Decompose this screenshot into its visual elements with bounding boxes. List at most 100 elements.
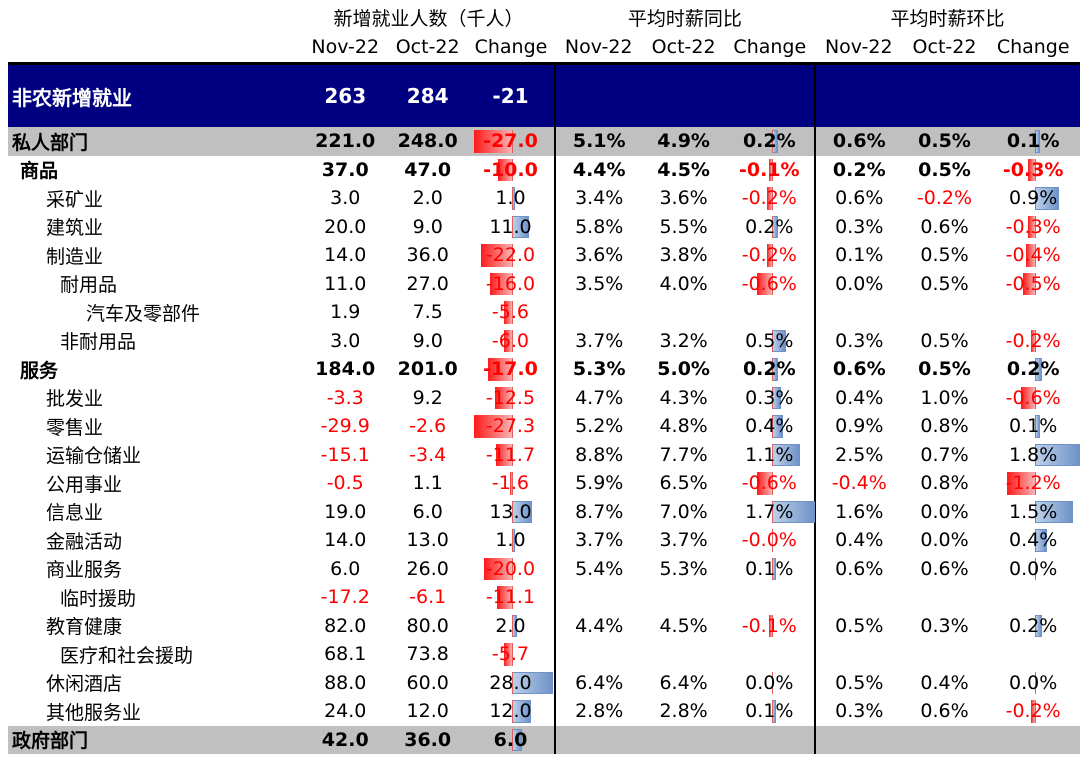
change-value: 0.0% [745,671,794,694]
value-cell: 6.0 [412,500,443,523]
change-value: -1.6 [491,472,529,495]
value-cell: 2.8% [553,697,643,726]
change-value: -0.5% [1005,272,1061,295]
bar-baseline [512,386,514,409]
value-cell: 6.0 [330,557,361,580]
bar-baseline [1035,215,1037,238]
value-cell [902,725,987,754]
value-cell: 0.5% [902,127,987,156]
change-cell: -20.0 [467,555,555,584]
change-cell: -1.6 [467,469,555,498]
change-cell: 1.1% [725,441,815,470]
change-cell: -0.4% [986,241,1080,270]
bar-baseline [1035,700,1037,723]
change-cell: 1.0 [467,184,555,213]
table-row: 公用事业 -0.5 1.1 -1.6 5.9% 6.5% -0.6% -0.4% 0.8% -1.… [8,469,1080,498]
value-cell: 0.3% [920,614,969,637]
change-value: -16.0 [485,272,536,295]
row-label: 信息业 [46,502,104,525]
table-row: 运输仓储业 -15.1 -3.4 -11.7 8.8% 7.7% 1.1% 2.5% 0.7% 1… [8,440,1080,470]
change-value: 0.1% [745,700,794,723]
bar-baseline [1035,472,1037,495]
value-cell: 26.0 [406,557,449,580]
change-value: 0.2% [745,215,794,238]
value-cell: 4.4% [553,611,643,640]
change-value: 0.0% [1009,557,1058,580]
change-value: 0.2% [742,130,796,153]
value-cell: 0.5% [813,611,903,640]
bar-baseline [771,557,773,580]
bar-baseline [512,529,514,552]
group-header-wage-yoy: 平均时薪同比 [627,7,742,30]
change-cell [724,62,815,127]
change-cell: -27.0 [467,127,555,156]
change-bar [474,415,513,438]
value-cell: 36.0 [406,244,449,267]
row-label: 零售业 [46,416,104,439]
change-value: 11.0 [489,215,532,238]
value-cell: 19.0 [324,500,367,523]
value-cell: 6.4% [659,671,708,694]
change-bar [489,272,513,295]
value-cell: 8.8% [553,440,643,469]
change-cell: -0.2% [725,184,815,213]
value-cell: 1.1 [412,472,443,495]
change-value: -0.1% [741,614,797,637]
group-header-employment: 新增就业人数（千人） [333,7,524,30]
change-cell: 0.5% [725,327,815,356]
value-cell: 263 [302,62,389,127]
value-cell [643,583,725,612]
change-value: 6.0 [493,728,528,751]
change-cell: 0.2% [724,127,815,156]
bar-baseline [771,472,773,495]
change-cell: 0.0% [986,669,1080,698]
value-cell: 0.7% [920,443,969,466]
value-cell: 1.9 [330,301,361,324]
change-cell [725,298,815,327]
change-value: -22.0 [485,244,536,267]
value-cell: 82.0 [324,614,367,637]
value-cell: 12.0 [406,700,449,723]
bar-baseline [771,614,773,637]
value-cell: 7.5 [412,301,443,324]
change-cell: -27.3 [467,412,555,441]
change-value: -0.2% [741,187,797,210]
change-cell: 0.1% [986,127,1080,156]
change-value: 13.0 [489,500,532,523]
bar-baseline [512,415,514,438]
bar-baseline [771,671,773,694]
change-cell: -0.3% [986,213,1080,242]
value-cell: 0.5% [918,158,971,181]
change-value: 12.0 [489,700,532,723]
value-cell: 5.5% [659,215,708,238]
bar-baseline [512,244,514,267]
change-cell: 0.1% [725,555,815,584]
value-cell: 88.0 [324,671,367,694]
change-cell: -0.6% [986,384,1080,413]
change-bar [1025,244,1036,267]
change-value: -6.0 [491,329,529,352]
value-cell [813,298,903,327]
change-bar [1028,158,1036,181]
value-cell [553,725,643,754]
change-cell [724,725,815,754]
col-header: Change [996,36,1070,58]
value-cell: 7.7% [659,443,708,466]
change-cell: -0.0% [725,526,815,555]
change-value: 0.2% [1006,358,1060,381]
value-cell: -0.2% [916,187,973,210]
table-row: 汽车及零部件 1.9 7.5 -5.6 [8,298,1080,327]
change-value: 1.0 [495,187,526,210]
change-bar [769,158,772,181]
change-cell: -0.6% [725,469,815,498]
change-cell: -11.1 [467,583,555,612]
change-value: -0.0% [741,529,797,552]
value-cell: 3.7% [553,326,643,355]
change-value: -0.4% [1005,244,1061,267]
col-header: Oct-22 [395,36,460,58]
change-cell: -17.0 [467,355,555,384]
col-header: Nov-22 [564,36,633,58]
change-value: 0.4% [1009,529,1058,552]
change-cell [986,583,1080,612]
value-cell: 3.8% [659,244,708,267]
